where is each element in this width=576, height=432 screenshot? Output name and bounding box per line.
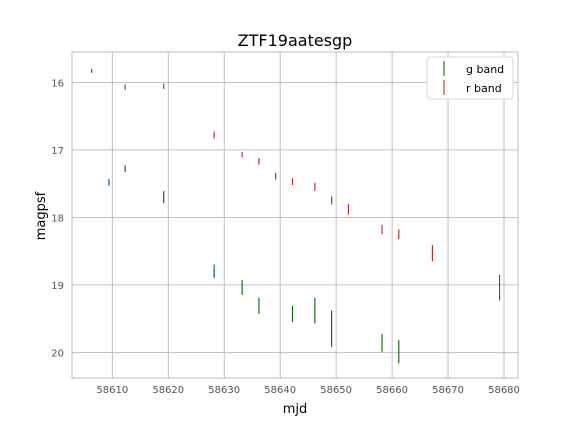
y-tick-label: 18 <box>51 213 64 224</box>
y-tick-label: 17 <box>51 146 64 157</box>
data-marks <box>91 68 501 364</box>
plot-frame <box>71 51 519 379</box>
x-tick-label: 58620 <box>152 385 184 396</box>
x-tick-label: 58660 <box>376 385 408 396</box>
grid-lines <box>72 52 518 378</box>
x-tick-labels: 58610 58620 58630 58640 58650 58660 58670 58680 <box>96 385 520 396</box>
x-tick-label: 58630 <box>208 385 240 396</box>
y-tick-labels: 16 17 18 19 20 <box>51 78 64 359</box>
legend-g-band-label: g band <box>466 63 504 76</box>
x-tick-label: 58610 <box>96 385 128 396</box>
x-tick-label: 58680 <box>488 385 520 396</box>
x-tick-label: 58650 <box>320 385 352 396</box>
legend: g band r band <box>426 56 514 100</box>
legend-box <box>426 56 514 100</box>
y-tick-label: 16 <box>51 78 64 89</box>
legend-r-band-label: r band <box>466 82 502 95</box>
x-tick-label: 58670 <box>432 385 464 396</box>
y-tick-label: 19 <box>51 281 64 292</box>
y-tick-label: 20 <box>51 348 64 359</box>
y-axis-label: magpsf <box>34 191 49 240</box>
plot-area: 58610 58620 58630 58640 58650 58660 58670 58680… <box>51 51 520 396</box>
chart-title: ZTF19aatesgp <box>238 31 353 50</box>
x-axis-label: mjd <box>283 402 308 417</box>
x-tick-label: 58640 <box>264 385 296 396</box>
